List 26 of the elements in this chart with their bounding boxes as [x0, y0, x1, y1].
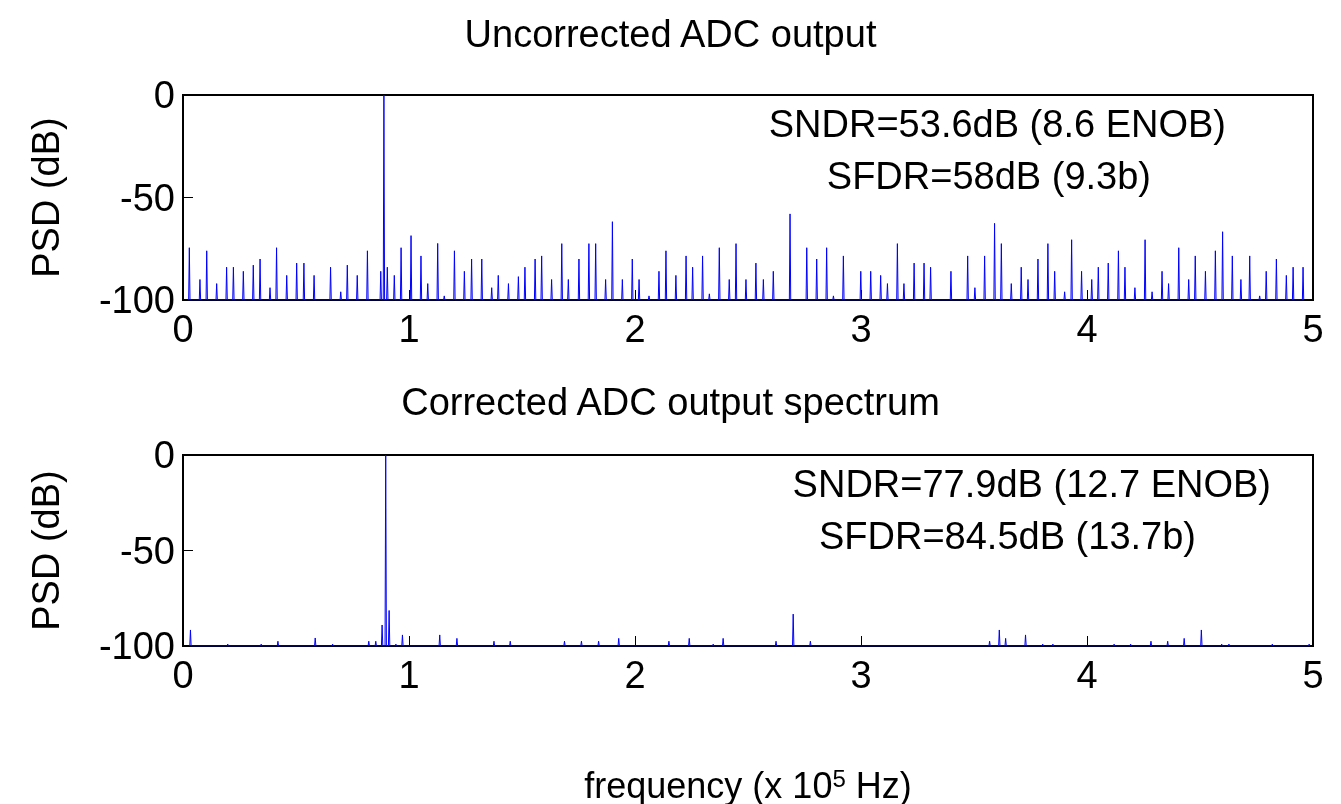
y-axis-title: PSD (dB) — [25, 117, 67, 278]
y-tick-label: 0 — [153, 434, 175, 476]
x-tick-label: 5 — [1302, 654, 1324, 696]
x-tick-label: 3 — [850, 654, 872, 696]
y-tick-label: -50 — [120, 176, 175, 219]
y-axis-title: PSD (dB) — [25, 470, 67, 631]
annotation: SNDR=53.6dB (8.6 ENOB) — [768, 103, 1227, 145]
x-tick-label: 4 — [1076, 308, 1098, 350]
x-tick-label: 1 — [398, 654, 420, 696]
annotation: SNDR=77.9dB (12.7 ENOB) — [792, 463, 1272, 505]
line-series — [189, 454, 1311, 647]
x-tick-label: 3 — [850, 308, 872, 350]
y-tick-label: -100 — [98, 279, 175, 321]
annotation: SFDR=58dB (9.3b) — [826, 155, 1152, 197]
y-tick-label: -100 — [98, 625, 175, 667]
y-tick-label: -50 — [120, 529, 175, 572]
chart-title: Corrected ADC output spectrum — [401, 381, 940, 423]
chart-title: Uncorrected ADC output — [464, 13, 877, 55]
y-tick-label: 0 — [153, 74, 175, 116]
annotation: SFDR=84.5dB (13.7b) — [818, 515, 1196, 557]
x-tick-label: 2 — [624, 654, 646, 696]
x-tick-label: 4 — [1076, 654, 1098, 696]
line-series — [188, 94, 1305, 301]
x-tick-label: 1 — [398, 308, 420, 350]
x-tick-label: 2 — [624, 308, 646, 350]
x-tick-label: 5 — [1302, 308, 1324, 350]
